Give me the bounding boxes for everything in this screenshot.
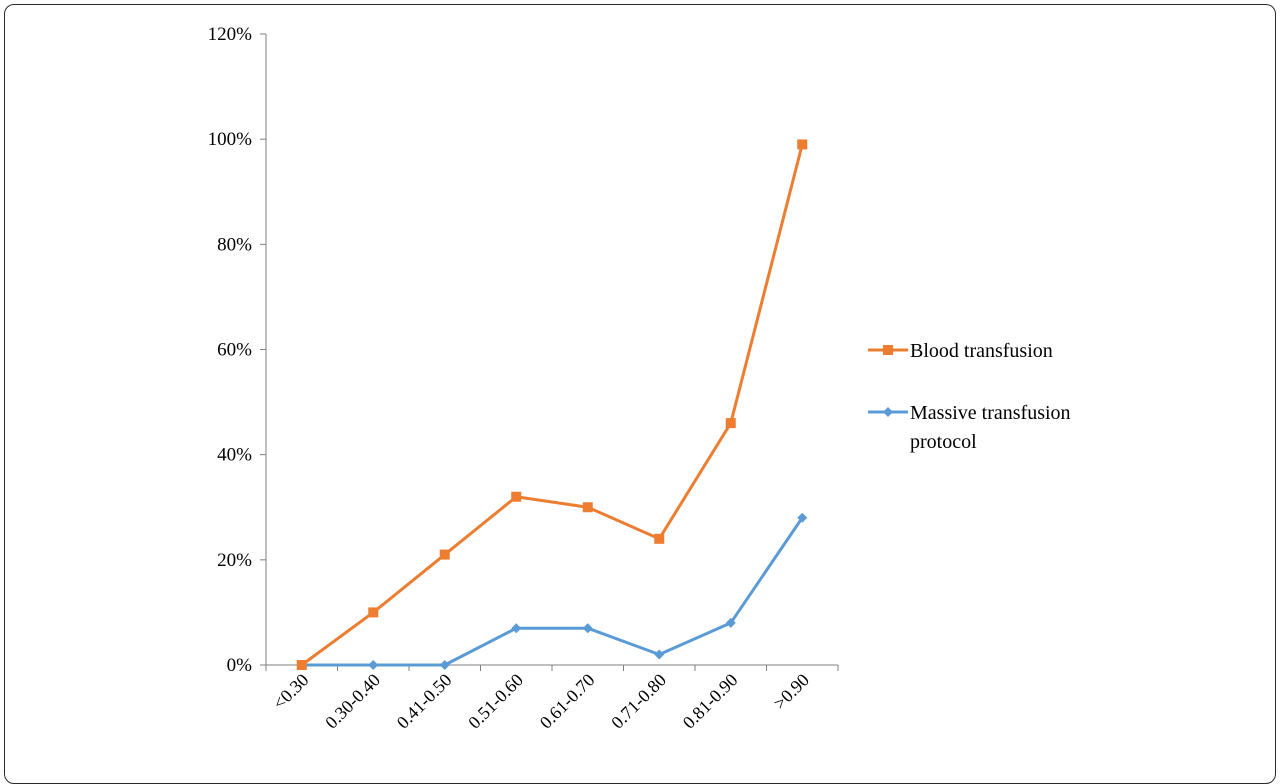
data-point xyxy=(511,491,522,502)
legend-marker xyxy=(883,345,893,355)
x-tick-label: 0.81-0.90 xyxy=(679,670,742,733)
y-tick-label: 120% xyxy=(208,24,253,45)
data-point xyxy=(654,533,665,544)
y-tick-label: 80% xyxy=(217,234,252,255)
y-tick-label: 40% xyxy=(217,445,252,466)
y-tick-label: 60% xyxy=(217,340,252,361)
y-tick-label: 100% xyxy=(208,129,253,150)
series-layer xyxy=(296,139,808,670)
data-point xyxy=(725,617,736,628)
legend-item: Blood transfusion xyxy=(868,340,1053,362)
legend: Blood transfusion Massive transfusion prot… xyxy=(868,340,1071,453)
x-tick-label: 0.30-0.40 xyxy=(321,670,384,733)
data-point xyxy=(368,660,379,670)
x-tick-label: <0.30 xyxy=(269,670,313,714)
data-point xyxy=(582,623,593,634)
legend-marker xyxy=(883,407,893,417)
data-point xyxy=(797,512,808,523)
x-tick-label: 0.41-0.50 xyxy=(393,670,456,733)
legend-item: Massive transfusion protocol xyxy=(868,402,1071,453)
series-blood-transfusion xyxy=(296,139,808,670)
x-tick-label: 0.51-0.60 xyxy=(464,670,527,733)
series-line xyxy=(300,144,804,667)
data-point xyxy=(439,660,450,670)
data-point xyxy=(511,623,522,634)
data-point xyxy=(797,139,808,150)
series-massive-transfusion-protocol xyxy=(296,512,808,670)
y-tick-label: 20% xyxy=(217,550,252,571)
series-line xyxy=(301,516,804,667)
data-point xyxy=(368,607,379,618)
y-axis: 0% 20% 40% 60% 80% 100% 120% xyxy=(208,24,267,676)
line-chart: 0% 20% 40% 60% 80% 100% 120% <0.30 0.30-0.40 0.4… xyxy=(208,24,1071,733)
legend-label: protocol xyxy=(910,431,977,453)
x-axis: <0.30 0.30-0.40 0.41-0.50 0.51-0.60 0.61-0.7… xyxy=(265,664,839,733)
y-tick-label: 0% xyxy=(227,655,253,676)
data-point xyxy=(582,502,593,513)
x-tick-label: 0.61-0.70 xyxy=(536,670,599,733)
data-point xyxy=(725,418,736,429)
x-tick-label: 0.71-0.80 xyxy=(607,670,670,733)
legend-label: Blood transfusion xyxy=(910,340,1053,362)
legend-label: Massive transfusion xyxy=(910,402,1071,424)
x-tick-label: >0.90 xyxy=(769,670,813,714)
data-point xyxy=(296,660,307,670)
data-point xyxy=(654,649,665,660)
data-point xyxy=(439,549,450,560)
